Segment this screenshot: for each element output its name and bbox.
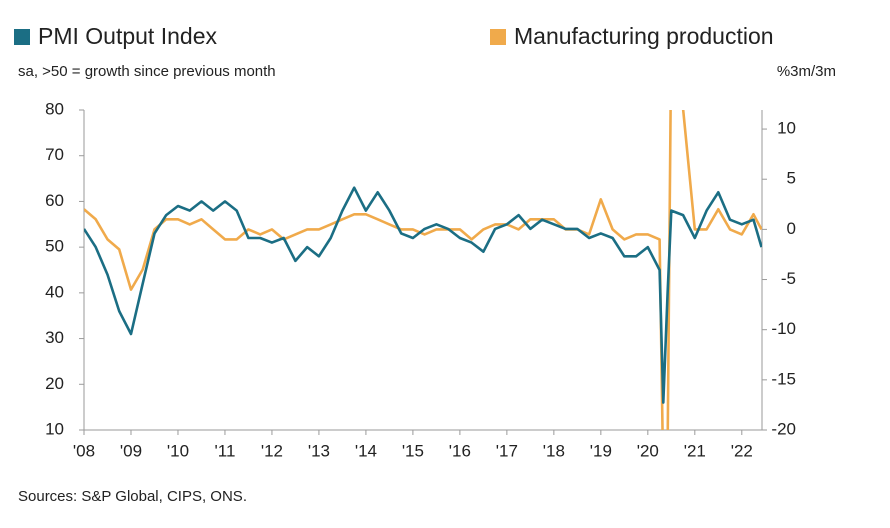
legend-swatch bbox=[490, 29, 506, 45]
y-tick-label: 70 bbox=[45, 145, 64, 164]
y2-axis-label: %3m/3m bbox=[777, 63, 836, 80]
y2-tick-label: 5 bbox=[787, 169, 796, 188]
y-tick-label: 40 bbox=[45, 282, 64, 301]
x-tick-label: '22 bbox=[731, 441, 753, 460]
y-tick-label: 30 bbox=[45, 328, 64, 347]
y2-tick-label: -5 bbox=[781, 269, 796, 288]
x-tick-label: '14 bbox=[355, 441, 377, 460]
y2-tick-label: 10 bbox=[777, 119, 796, 138]
y-tick-label: 60 bbox=[45, 191, 64, 210]
y2-tick-label: -20 bbox=[771, 419, 796, 438]
y2-tick-label: 0 bbox=[787, 219, 796, 238]
subtitle: sa, >50 = growth since previous month bbox=[18, 63, 276, 80]
x-tick-label: '18 bbox=[543, 441, 565, 460]
y2-tick-label: -10 bbox=[771, 319, 796, 338]
plot-area bbox=[84, 110, 762, 430]
legend-swatch bbox=[14, 29, 30, 45]
source: Sources: S&P Global, CIPS, ONS. bbox=[18, 488, 247, 505]
y-tick-label: 20 bbox=[45, 374, 64, 393]
x-tick-label: '15 bbox=[402, 441, 424, 460]
series-line bbox=[84, 110, 762, 430]
y-tick-label: 50 bbox=[45, 237, 64, 256]
x-tick-label: '09 bbox=[120, 441, 142, 460]
x-tick-label: '12 bbox=[261, 441, 283, 460]
x-tick-label: '19 bbox=[590, 441, 612, 460]
x-tick-label: '08 bbox=[73, 441, 95, 460]
x-tick-label: '20 bbox=[637, 441, 659, 460]
y-tick-label: 10 bbox=[45, 419, 64, 438]
x-tick-label: '10 bbox=[167, 441, 189, 460]
x-tick-label: '16 bbox=[449, 441, 471, 460]
x-tick-label: '21 bbox=[684, 441, 706, 460]
x-tick-label: '17 bbox=[496, 441, 518, 460]
series-line bbox=[84, 186, 762, 404]
x-tick-label: '13 bbox=[308, 441, 330, 460]
x-tick-label: '11 bbox=[215, 441, 236, 460]
legend-label: Manufacturing production bbox=[514, 23, 774, 49]
y2-tick-label: -15 bbox=[771, 369, 796, 388]
y-tick-label: 80 bbox=[45, 99, 64, 118]
legend-label: PMI Output Index bbox=[38, 23, 217, 49]
